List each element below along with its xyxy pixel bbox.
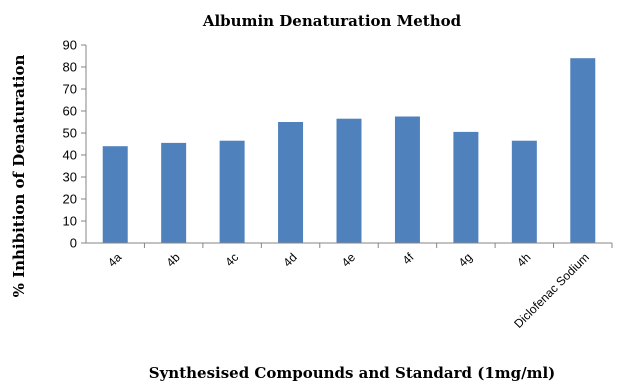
x-tick-label: 4b [163,250,183,270]
x-tick-label: 4a [105,250,125,270]
bar [570,58,596,244]
bar [161,142,187,243]
y-axis: 0 10 20 30 40 50 60 70 80 90 [63,38,87,251]
bars-group [102,58,596,244]
y-tick-label: 0 [70,236,77,251]
y-tick-label: 20 [63,192,77,207]
bar [453,131,479,243]
y-tick-label: 30 [63,170,77,185]
bar [394,116,420,243]
x-tick-label: 4c [222,250,241,269]
x-tick-label: 4e [339,250,359,270]
y-tick-label: 80 [63,60,77,75]
y-tick-label: 50 [63,126,77,141]
x-tick-label: 4f [400,250,417,267]
bar [511,140,537,243]
bar [219,140,245,243]
y-tick-label: 60 [63,104,77,119]
bar [336,118,362,243]
x-axis-title: Synthesised Compounds and Standard (1mg/… [149,364,556,382]
x-tick-label: 4h [514,250,533,269]
chart-title: Albumin Denaturation Method [202,12,462,30]
y-tick-label: 10 [63,214,77,229]
y-axis-title: % Inhibition of Denaturation [10,55,28,298]
y-tick-label: 40 [63,148,77,163]
y-tick-label: 90 [63,38,77,53]
bar [278,122,304,243]
bar [102,146,128,243]
x-tick-label: 4d [280,250,299,269]
x-tick-label: 4g [456,250,475,269]
y-tick-label: 70 [63,82,77,97]
